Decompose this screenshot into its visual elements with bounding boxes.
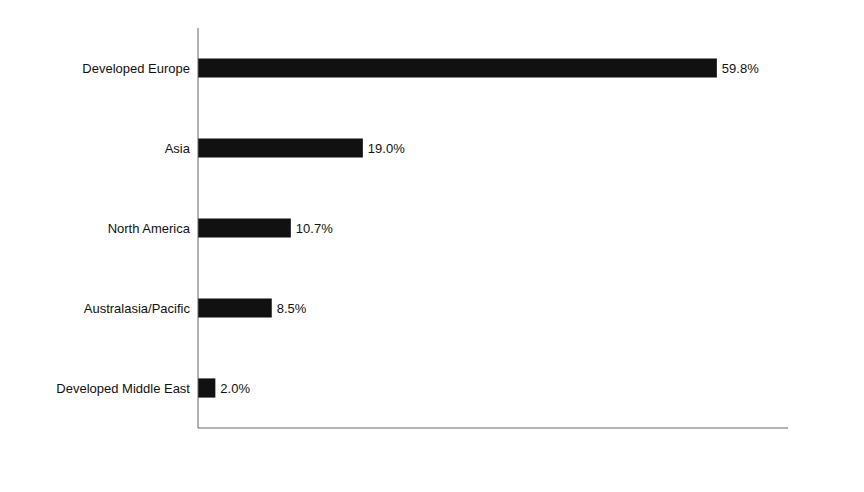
svg-text:19.0%: 19.0%: [368, 141, 405, 156]
svg-text:Developed Europe: Developed Europe: [82, 61, 190, 76]
svg-text:North America: North America: [108, 221, 191, 236]
svg-text:10.7%: 10.7%: [296, 221, 333, 236]
svg-text:2.0%: 2.0%: [220, 381, 250, 396]
svg-text:Australasia/Pacific: Australasia/Pacific: [84, 301, 191, 316]
svg-text:8.5%: 8.5%: [277, 301, 307, 316]
svg-text:59.8%: 59.8%: [722, 61, 759, 76]
svg-text:Asia: Asia: [165, 141, 191, 156]
svg-text:Developed Middle East: Developed Middle East: [56, 381, 190, 396]
